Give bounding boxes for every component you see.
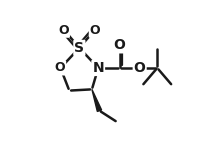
Polygon shape: [92, 89, 102, 112]
Text: O: O: [55, 61, 65, 74]
Text: O: O: [134, 61, 146, 75]
Text: N: N: [92, 61, 104, 75]
Text: O: O: [58, 24, 69, 37]
Text: O: O: [114, 38, 125, 52]
Text: S: S: [74, 41, 84, 55]
Text: O: O: [90, 24, 100, 37]
